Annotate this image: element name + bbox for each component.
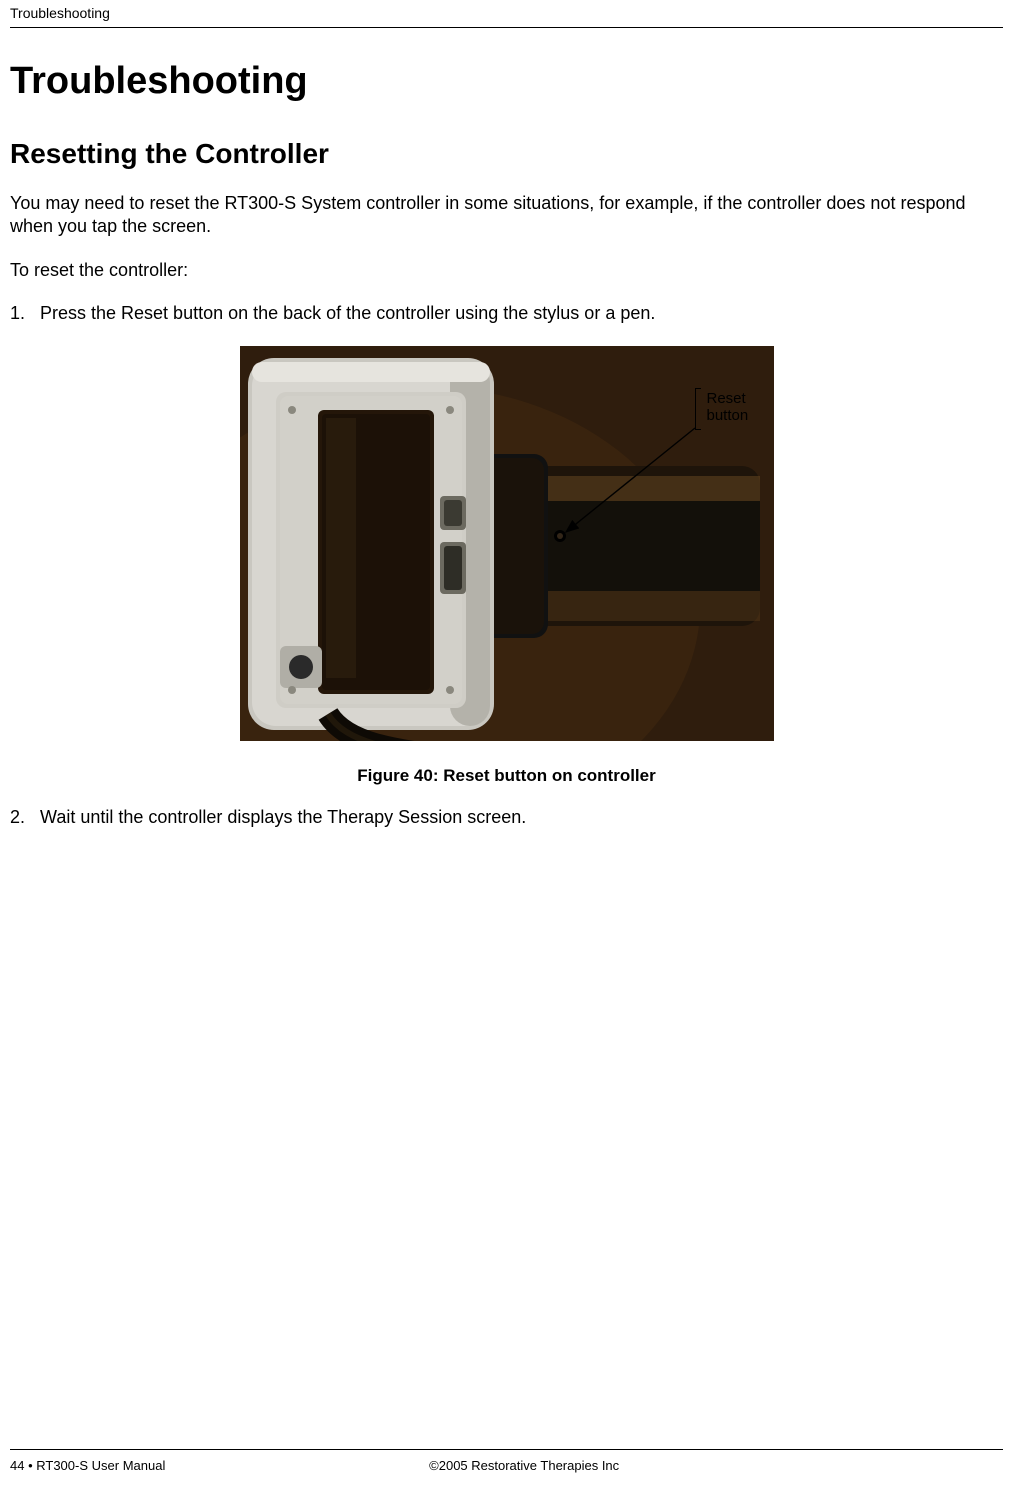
figure-illustration: Reset button <box>240 346 774 746</box>
reset-button-callout: Reset button <box>707 390 749 425</box>
step-2-text: Wait until the controller displays the T… <box>40 806 1003 829</box>
footer-left: 44 • RT300-S User Manual <box>10 1458 165 1473</box>
intro-paragraph: You may need to reset the RT300-S System… <box>10 192 1003 239</box>
callout-line2: button <box>707 407 749 424</box>
step-1: 1. Press the Reset button on the back of… <box>10 302 1003 325</box>
controller-figure-svg <box>240 346 774 741</box>
step-1-number: 1. <box>10 302 40 325</box>
step-1-text: Press the Reset button on the back of th… <box>40 302 1003 325</box>
figure-caption: Figure 40: Reset button on controller <box>10 766 1003 786</box>
step-2-number: 2. <box>10 806 40 829</box>
lead-in-text: To reset the controller: <box>10 259 1003 282</box>
page-footer: 44 • RT300-S User Manual ©2005 Restorati… <box>10 1449 1003 1473</box>
figure-container: Reset button <box>10 346 1003 746</box>
footer-center: ©2005 Restorative Therapies Inc <box>165 1458 1003 1473</box>
section-subtitle: Resetting the Controller <box>10 138 1003 170</box>
callout-bracket <box>695 388 701 430</box>
page-title: Troubleshooting <box>10 60 1003 103</box>
step-2: 2. Wait until the controller displays th… <box>10 806 1003 829</box>
callout-line1: Reset <box>707 390 746 407</box>
header-section-label: Troubleshooting <box>10 0 1003 28</box>
